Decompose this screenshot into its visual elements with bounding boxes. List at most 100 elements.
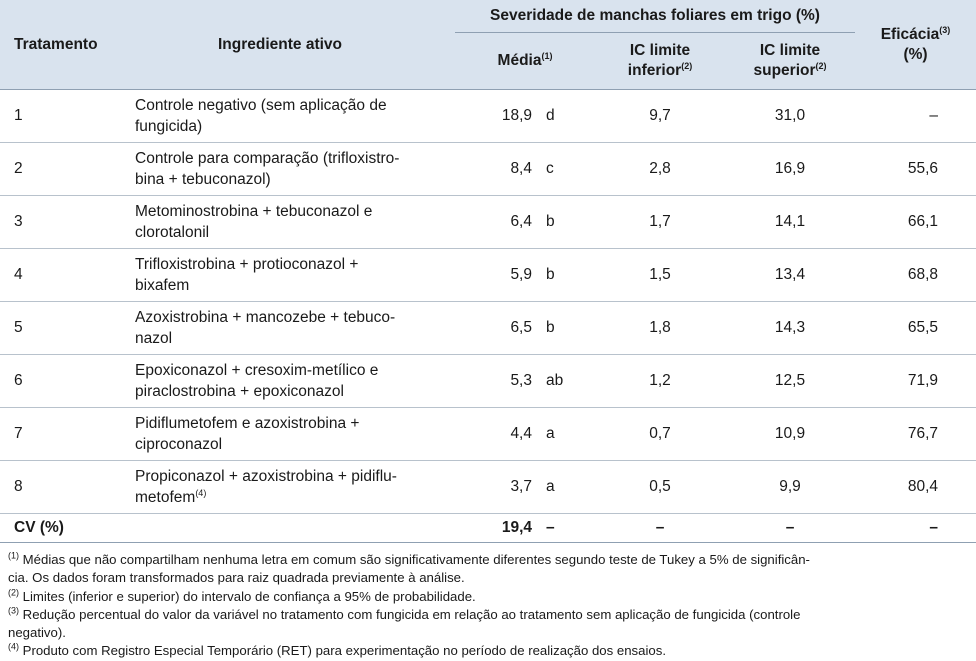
header-ingrediente: Ingrediente ativo <box>110 0 455 90</box>
cell-eficacia: 76,7 <box>855 407 976 461</box>
cell-media: 3,7 a <box>455 460 595 514</box>
cell-media-value: 5,9 <box>510 266 532 283</box>
cell-ingrediente-line2: clorotalonil <box>135 224 210 241</box>
table-row: 8 Propiconazol + azoxistrobina + pidiflu… <box>0 460 976 514</box>
cell-media: 5,3 ab <box>455 354 595 408</box>
footnote: (4) Produto com Registro Especial Tempor… <box>8 642 970 660</box>
footnotes: (1) Médias que não compartilham nenhuma … <box>0 543 976 661</box>
footnote-text: cia. Os dados foram transformados para r… <box>8 570 465 586</box>
table-row: 7 Pidiflumetofem e azoxistrobina + ciproc… <box>0 407 976 461</box>
footnote-text: Limites (inferior e superior) do interva… <box>19 588 476 604</box>
cell-media-letter: a <box>546 425 555 442</box>
cell-media-value: 8,4 <box>510 160 532 177</box>
cell-ic-superior: 12,5 <box>725 354 855 408</box>
table-row: 4 Trifloxistrobina + protioconazol + bixa… <box>0 248 976 302</box>
cell-media-letter: d <box>546 107 555 124</box>
cell-ingrediente-line1: Propiconazol + azoxistrobina + pidiflu- <box>135 468 397 485</box>
cell-media-letter: a <box>546 478 555 495</box>
results-table: Tratamento Ingrediente ativo Severidade … <box>0 0 976 543</box>
cell-media: 4,4 a <box>455 407 595 461</box>
cell-ic-inferior: 1,7 <box>595 195 725 249</box>
table-row: 2 Controle para comparação (trifloxistro… <box>0 142 976 196</box>
cell-media-letter: ab <box>546 372 564 389</box>
cell-ic-superior: 14,3 <box>725 301 855 355</box>
cell-ingrediente: Controle negativo (sem aplicação de fungi… <box>110 89 455 143</box>
table-body: 1 Controle negativo (sem aplicação de fun… <box>0 89 976 543</box>
cell-ic-superior: 10,9 <box>725 407 855 461</box>
cv-eficacia: – <box>855 513 976 543</box>
cell-ic-inferior: 1,2 <box>595 354 725 408</box>
cell-media-letter: b <box>546 266 555 283</box>
cell-ic-inferior: 2,8 <box>595 142 725 196</box>
cell-ingrediente-line2: metofem <box>135 489 196 506</box>
cell-eficacia: 65,5 <box>855 301 976 355</box>
cell-media-letter: b <box>546 319 555 336</box>
cell-ingrediente: Propiconazol + azoxistrobina + pidiflu-m… <box>110 460 455 514</box>
cell-eficacia: 71,9 <box>855 354 976 408</box>
cell-ingrediente-line2: bina + tebuconazol) <box>135 171 271 188</box>
cell-ingrediente-line1: Metominostrobina + tebuconazol e <box>135 203 373 220</box>
header-ic-superior-line2: superior <box>753 62 816 79</box>
cell-ingrediente-line2: ciproconazol <box>135 436 223 453</box>
cell-ingrediente: Azoxistrobina + mancozebe + tebuco-nazol <box>110 301 455 355</box>
cell-media-letter: c <box>546 160 554 177</box>
cell-ingrediente-line1: Trifloxistrobina + protioconazol + <box>135 256 359 273</box>
cell-ic-inferior: 0,5 <box>595 460 725 514</box>
cell-tratamento: 1 <box>0 89 110 143</box>
table-row: 1 Controle negativo (sem aplicação de fun… <box>0 89 976 143</box>
cell-media-value: 6,5 <box>510 319 532 336</box>
cell-ingrediente-line1: Controle negativo (sem aplicação de <box>135 97 387 114</box>
cell-ingrediente: Trifloxistrobina + protioconazol + bixafe… <box>110 248 455 302</box>
cell-ingrediente-line2: piraclostrobina + epoxiconazol <box>135 383 344 400</box>
header-tratamento: Tratamento <box>0 0 110 90</box>
cv-media-value: 19,4 <box>501 519 532 536</box>
footnote: (3) Redução percentual do valor da variá… <box>8 606 970 624</box>
footnote-marker: (4) <box>8 642 19 653</box>
cv-media-dash: – <box>546 519 555 536</box>
cell-ic-superior: 9,9 <box>725 460 855 514</box>
cell-eficacia: 55,6 <box>855 142 976 196</box>
cell-tratamento: 7 <box>0 407 110 461</box>
table-row: 5 Azoxistrobina + mancozebe + tebuco-naz… <box>0 301 976 355</box>
cell-media: 6,5 b <box>455 301 595 355</box>
cell-tratamento: 3 <box>0 195 110 249</box>
header-ic-inferior-line1: IC limite <box>629 42 691 59</box>
cell-eficacia: 68,8 <box>855 248 976 302</box>
cell-tratamento: 8 <box>0 460 110 514</box>
cell-ic-superior: 14,1 <box>725 195 855 249</box>
table-row: 6 Epoxiconazol + cresoxim-metílico e pira… <box>0 354 976 408</box>
cell-ic-inferior: 1,8 <box>595 301 725 355</box>
footnote: (2) Limites (inferior e superior) do int… <box>8 588 970 606</box>
footnote: (1) Médias que não compartilham nenhuma … <box>8 551 970 569</box>
cell-media-value: 3,7 <box>510 478 532 495</box>
cell-ic-inferior: 1,5 <box>595 248 725 302</box>
cell-tratamento: 4 <box>0 248 110 302</box>
cell-media-value: 6,4 <box>510 213 532 230</box>
cell-media-value: 4,4 <box>510 425 532 442</box>
cell-ingrediente-line1: Epoxiconazol + cresoxim-metílico e <box>135 362 379 379</box>
cell-ingrediente-line2: fungicida) <box>135 118 203 135</box>
footnote-marker: (2) <box>8 587 19 598</box>
header-media: Média(1) <box>455 32 595 90</box>
cv-label: CV (%) <box>0 513 455 543</box>
table-row: 3 Metominostrobina + tebuconazol e clorot… <box>0 195 976 249</box>
cell-eficacia: – <box>855 89 976 143</box>
cell-tratamento: 5 <box>0 301 110 355</box>
header-media-label: Média <box>497 52 542 69</box>
cell-ic-inferior: 9,7 <box>595 89 725 143</box>
cell-ingrediente-line2: nazol <box>135 330 173 347</box>
cell-ingrediente-footnote: (4) <box>195 487 207 498</box>
header-ic-superior-footnote: (2) <box>815 60 827 71</box>
footnote: negativo). <box>8 624 970 642</box>
table-header: Tratamento Ingrediente ativo Severidade … <box>0 0 976 90</box>
cv-row: CV (%) 19,4– – – – <box>0 513 976 543</box>
cell-media-value: 18,9 <box>501 107 532 124</box>
cell-eficacia: 66,1 <box>855 195 976 249</box>
footnote: cia. Os dados foram transformados para r… <box>8 569 970 587</box>
cv-ic-superior: – <box>725 513 855 543</box>
cv-media: 19,4– <box>455 513 595 543</box>
header-ic-inferior: IC limite inferior(2) <box>595 32 725 90</box>
cell-media: 5,9 b <box>455 248 595 302</box>
footnote-text: Produto com Registro Especial Temporário… <box>19 643 667 659</box>
